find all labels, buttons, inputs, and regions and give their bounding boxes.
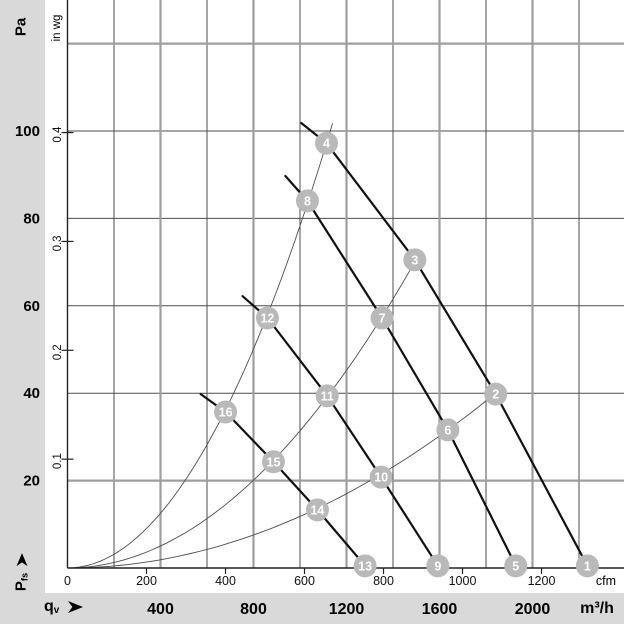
operating-point-number: 16 bbox=[219, 405, 233, 419]
system-resistance-curve bbox=[67, 259, 417, 569]
y-axis-unit-inwg: in wg bbox=[51, 14, 63, 42]
operating-point-number: 5 bbox=[512, 559, 519, 573]
cfm-tick-label: 600 bbox=[294, 574, 315, 588]
cfm-tick-label: 400 bbox=[215, 574, 236, 588]
pa-tick-label: 60 bbox=[23, 298, 40, 315]
operating-point-number: 1 bbox=[584, 559, 591, 573]
operating-point-number: 3 bbox=[411, 253, 418, 267]
cfm-tick-label: 1200 bbox=[528, 574, 556, 588]
operating-point-number: 7 bbox=[379, 312, 386, 326]
operating-point-marker bbox=[305, 498, 329, 522]
operating-point-number: 13 bbox=[358, 559, 372, 573]
m3h-tick-label: 800 bbox=[240, 601, 267, 618]
inwg-tick-label: 0.4 bbox=[52, 126, 64, 143]
axis-arrow-icon bbox=[16, 552, 28, 566]
operating-point-number: 4 bbox=[323, 137, 330, 151]
operating-point-number: 10 bbox=[374, 471, 388, 485]
m3h-tick-label: 2000 bbox=[515, 601, 551, 618]
m3h-tick-label: 400 bbox=[147, 601, 174, 618]
operating-point-marker bbox=[504, 554, 528, 578]
pfs-subscript: fs bbox=[19, 572, 30, 582]
operating-point-marker bbox=[261, 450, 285, 474]
inwg-tick-label: 0.2 bbox=[52, 344, 64, 360]
axis-arrow-icon bbox=[68, 600, 84, 613]
qv-symbol: q bbox=[44, 598, 54, 615]
cfm-tick-label: 0 bbox=[64, 574, 71, 588]
system-resistance-curve bbox=[67, 390, 500, 569]
operating-point-marker bbox=[295, 189, 319, 213]
x-axis-symbol-qv: qv bbox=[44, 598, 84, 616]
operating-point-marker bbox=[315, 384, 339, 408]
pa-tick-label: 40 bbox=[23, 385, 40, 402]
inwg-tick-label: 0.1 bbox=[52, 453, 64, 469]
operating-point-marker bbox=[403, 248, 427, 272]
m3h-tick-label: 1200 bbox=[329, 601, 365, 618]
cfm-tick-label: 800 bbox=[373, 574, 394, 588]
y-axis-unit-pa: Pa bbox=[12, 17, 30, 37]
operating-point-marker bbox=[353, 554, 377, 578]
operating-point-number: 11 bbox=[321, 389, 334, 403]
x-axis-unit-cfm: cfm bbox=[595, 574, 617, 588]
pa-tick-label: 20 bbox=[23, 473, 40, 490]
operating-point-number: 2 bbox=[492, 388, 499, 402]
operating-point-marker bbox=[436, 418, 460, 442]
plot-background bbox=[45, 0, 624, 593]
operating-point-marker bbox=[426, 554, 450, 578]
operating-point-number: 8 bbox=[304, 194, 311, 208]
operating-point-number: 15 bbox=[267, 455, 281, 469]
pa-tick-label: 100 bbox=[15, 123, 40, 140]
operating-point-number: 12 bbox=[260, 312, 274, 326]
cfm-tick-label: 200 bbox=[136, 574, 157, 588]
qv-subscript: v bbox=[53, 604, 60, 616]
operating-point-number: 6 bbox=[444, 423, 451, 437]
x-axis-unit-m3h: m³/h bbox=[580, 600, 614, 617]
inwg-tick-label: 0.3 bbox=[52, 235, 64, 251]
operating-point-marker bbox=[575, 554, 599, 578]
pfs-symbol: P bbox=[12, 581, 30, 592]
operating-point-marker bbox=[369, 465, 393, 489]
operating-point-number: 9 bbox=[434, 559, 441, 573]
m3h-tick-label: 1600 bbox=[422, 601, 458, 618]
pa-tick-label: 80 bbox=[23, 210, 40, 227]
operating-point-number: 14 bbox=[310, 503, 324, 517]
operating-point-marker bbox=[370, 306, 394, 330]
operating-point-marker bbox=[315, 131, 339, 155]
operating-point-marker bbox=[484, 382, 508, 406]
operating-point-marker bbox=[214, 400, 238, 424]
y-axis-symbol-pfs: Pfs bbox=[12, 552, 30, 592]
operating-point-marker bbox=[255, 306, 279, 330]
system-resistance-curve bbox=[67, 123, 334, 569]
cfm-tick-label: 1000 bbox=[449, 574, 477, 588]
